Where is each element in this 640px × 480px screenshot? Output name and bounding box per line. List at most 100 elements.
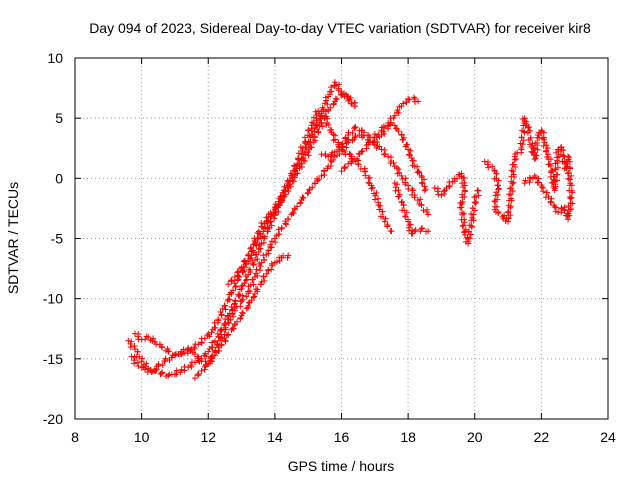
data-point xyxy=(425,228,432,235)
data-point xyxy=(228,277,235,284)
data-point xyxy=(155,361,162,368)
data-point xyxy=(336,81,343,88)
data-point xyxy=(257,234,264,241)
data-point xyxy=(409,187,416,194)
data-point xyxy=(354,155,361,162)
data-point xyxy=(219,335,226,342)
data-point xyxy=(400,100,407,107)
data-point xyxy=(415,98,422,105)
data-point xyxy=(540,136,547,143)
data-point xyxy=(531,156,538,163)
data-point xyxy=(255,228,262,235)
data-point xyxy=(264,217,271,224)
data-point xyxy=(410,158,417,165)
data-point xyxy=(473,198,480,205)
data-point xyxy=(285,252,292,259)
data-point xyxy=(425,211,432,218)
data-point xyxy=(489,163,496,170)
data-point xyxy=(460,184,467,191)
data-point xyxy=(464,234,471,241)
data-point xyxy=(418,202,425,209)
data-point xyxy=(131,354,138,361)
data-point xyxy=(178,366,185,373)
data-point xyxy=(358,148,365,155)
data-point xyxy=(314,126,321,133)
data-point xyxy=(300,194,307,201)
data-point xyxy=(195,370,202,377)
data-point xyxy=(161,358,168,365)
data-point xyxy=(246,287,253,294)
data-point xyxy=(173,367,180,374)
data-point xyxy=(202,363,209,370)
data-point xyxy=(339,140,346,147)
data-point xyxy=(159,369,166,376)
data-point xyxy=(510,168,517,175)
data-point xyxy=(302,138,309,145)
data-point xyxy=(566,182,573,189)
data-point xyxy=(376,206,383,213)
data-point xyxy=(419,180,426,187)
data-point xyxy=(334,148,341,155)
data-point xyxy=(250,294,257,301)
data-point xyxy=(330,157,337,164)
x-tick-label: 12 xyxy=(200,429,216,445)
data-point xyxy=(158,370,165,377)
data-point xyxy=(375,132,382,138)
data-point xyxy=(352,124,359,131)
data-point xyxy=(277,198,284,205)
data-point xyxy=(417,196,424,203)
series-track-4 xyxy=(191,131,432,382)
data-point xyxy=(171,371,178,378)
data-point xyxy=(297,200,304,207)
data-point xyxy=(399,176,406,183)
data-point xyxy=(231,274,238,281)
data-point xyxy=(134,333,141,340)
data-point xyxy=(131,360,138,367)
data-point xyxy=(305,189,312,196)
data-point xyxy=(188,363,195,370)
data-point xyxy=(461,193,468,200)
data-point xyxy=(543,189,550,196)
data-point xyxy=(326,88,333,95)
data-point xyxy=(332,82,339,89)
data-point xyxy=(263,270,270,277)
data-point xyxy=(481,158,488,165)
data-point xyxy=(261,277,268,284)
data-point xyxy=(134,348,141,355)
data-point xyxy=(390,159,397,166)
x-tick-label: 16 xyxy=(334,429,350,445)
data-point xyxy=(245,251,252,258)
data-point xyxy=(313,112,320,119)
data-point xyxy=(495,210,502,217)
data-point xyxy=(466,222,473,229)
data-point xyxy=(411,194,418,201)
data-point xyxy=(567,165,574,172)
data-point xyxy=(337,91,344,98)
data-point xyxy=(247,266,254,273)
series-track-9 xyxy=(431,170,482,247)
data-point xyxy=(315,107,322,114)
data-point xyxy=(406,96,413,103)
data-point xyxy=(566,206,573,213)
data-point xyxy=(271,206,278,213)
data-point xyxy=(531,149,538,156)
data-point xyxy=(351,134,358,141)
data-point xyxy=(162,355,169,362)
data-point xyxy=(406,151,413,158)
data-point xyxy=(187,346,194,353)
data-point xyxy=(252,270,259,277)
data-point xyxy=(207,354,214,361)
data-point xyxy=(191,359,198,366)
data-point xyxy=(387,121,394,128)
data-point xyxy=(253,266,260,273)
data-point xyxy=(225,296,232,303)
data-point xyxy=(232,283,239,290)
y-tick-label: 0 xyxy=(55,170,63,186)
data-point xyxy=(300,155,307,162)
x-tick-label: 20 xyxy=(467,429,483,445)
y-tick-label: -10 xyxy=(43,291,63,307)
data-point xyxy=(391,122,398,129)
data-point xyxy=(459,223,466,230)
data-point xyxy=(239,309,246,316)
